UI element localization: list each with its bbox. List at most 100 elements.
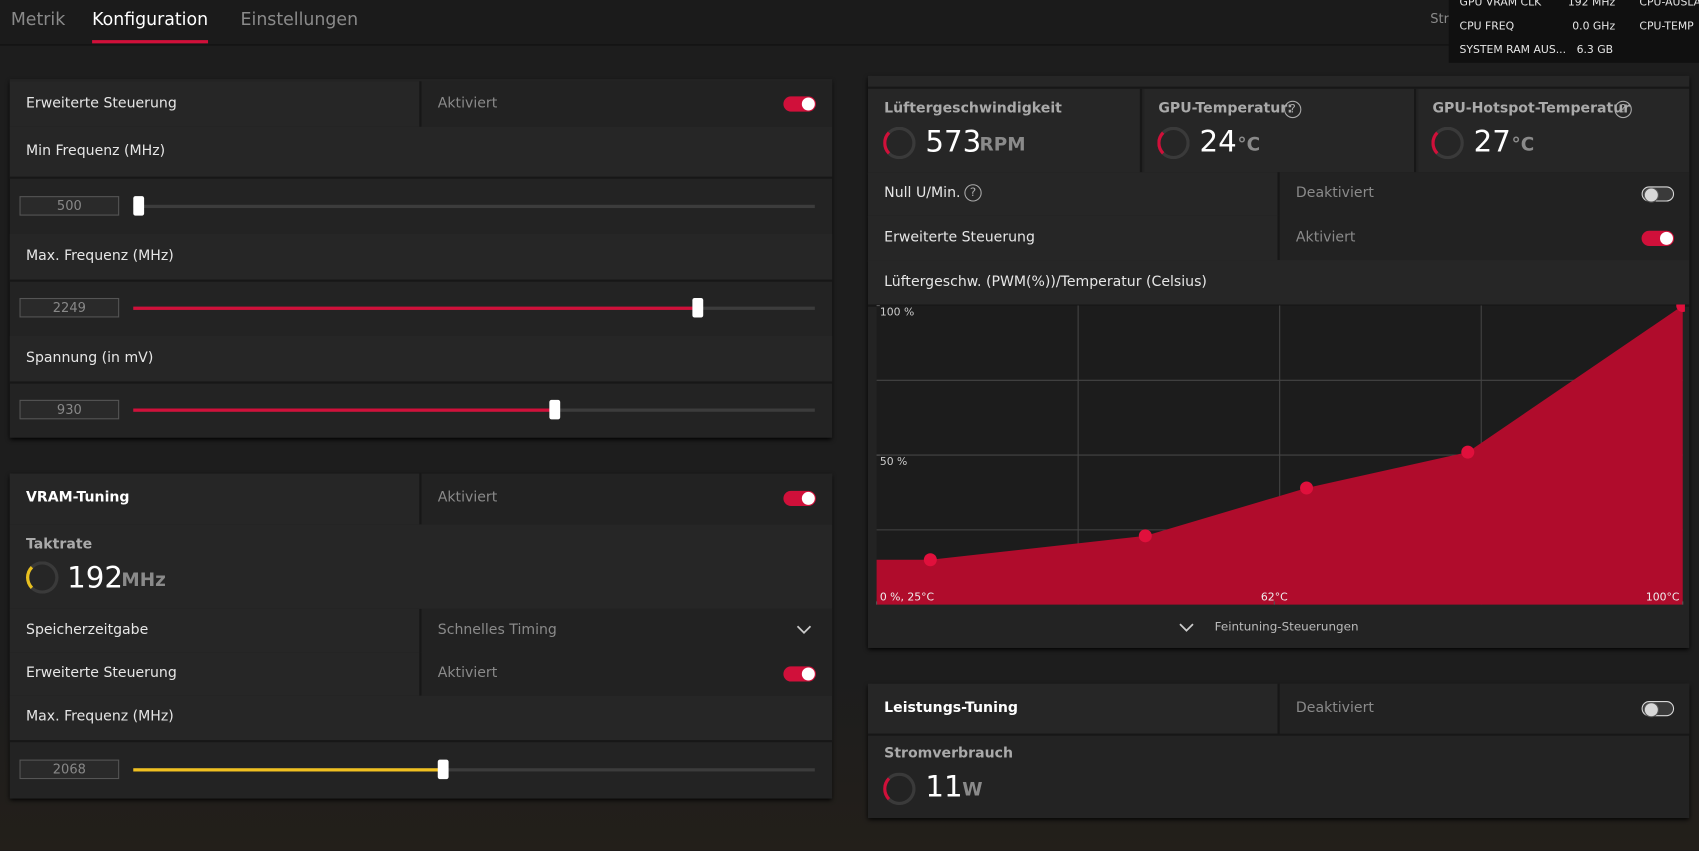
advanced-row: Erweiterte Steuerung Aktiviert <box>9 652 833 698</box>
slider-fill <box>133 768 444 772</box>
curve-point <box>1461 445 1475 459</box>
metric-label: GPU-Hotspot-Temperatur <box>1432 100 1631 118</box>
value-input[interactable]: 2068 <box>19 759 120 780</box>
overlay-value: 0.0 GHz <box>1572 20 1616 33</box>
overlay-label: GPU VRAM CLK <box>1459 0 1542 9</box>
label-row: Max. Frequenz (MHz) <box>9 695 833 743</box>
metric-unit: RPM <box>979 134 1026 157</box>
y-tick-label: 50 % <box>880 455 908 468</box>
gauge <box>1157 126 1190 160</box>
overlay-label: SYSTEM RAM AUS... <box>1459 44 1567 57</box>
toggle[interactable] <box>783 666 816 682</box>
dropdown-value: Schnelles Timing <box>437 621 557 639</box>
overlay-label: CPU-TEMP <box>1639 20 1694 33</box>
row-value-cell: Aktiviert <box>419 473 833 525</box>
tab[interactable]: Metrik <box>10 8 66 30</box>
row-value-cell: Aktiviert <box>1277 215 1690 261</box>
section-title: VRAM-Tuning <box>26 489 130 507</box>
metric-label: Stromverbrauch <box>884 745 1013 762</box>
tab-active[interactable]: Konfiguration <box>92 8 209 30</box>
x-tick-label: 62°C <box>1261 590 1288 603</box>
zero-rpm-row: Null U/Min. ? Deaktiviert <box>867 172 1690 218</box>
tab-underline <box>92 40 209 44</box>
row-label: Min Frequenz (MHz) <box>26 143 166 160</box>
row-value-cell: Aktiviert <box>419 81 833 127</box>
overlay-label: CPU FREQ <box>1459 20 1515 33</box>
metric-value: 192 <box>67 561 124 595</box>
divider <box>1139 88 1145 173</box>
toggle[interactable] <box>1641 186 1675 203</box>
toggle[interactable] <box>783 490 816 507</box>
toggle[interactable] <box>1641 701 1675 718</box>
metric-label: GPU-Temperatur: <box>1158 100 1293 118</box>
curve-point <box>1138 529 1152 543</box>
metric-value: 24 <box>1199 125 1237 160</box>
vram-tuning-panel: VRAM-Tuning Aktiviert Taktrate 192 MHz S… <box>9 473 833 799</box>
slider[interactable] <box>133 759 815 780</box>
slider[interactable] <box>133 399 815 420</box>
row-value-cell: Aktiviert <box>419 652 833 696</box>
label-row: Max. Frequenz (MHz) <box>9 234 833 282</box>
metric-unit: °C <box>1511 134 1535 157</box>
metric-unit: °C <box>1237 134 1261 157</box>
metric-unit: W <box>962 779 983 801</box>
slider[interactable] <box>133 196 815 216</box>
fan-curve-chart[interactable]: 100 % 50 % 0 %, 25°C 62°C 100°C <box>876 304 1685 606</box>
metrics-overlay: GPU VRAM CLK 192 MHz CPU-AUSLA CPU FREQ … <box>1448 0 1699 63</box>
row-value-cell: Deaktiviert <box>1277 683 1690 734</box>
x-tick-label: 100°C <box>1646 590 1680 603</box>
y-tick-label: 100 % <box>880 305 914 318</box>
help-icon[interactable]: ? <box>964 184 982 202</box>
tab[interactable]: Einstellungen <box>240 8 359 30</box>
help-icon[interactable]: ? <box>1284 100 1302 119</box>
slider-thumb[interactable] <box>692 297 704 318</box>
row-state: Aktiviert <box>437 489 498 507</box>
gauge <box>883 126 916 160</box>
slider-thumb[interactable] <box>437 759 449 780</box>
metric-value: 573 <box>925 125 982 160</box>
metric-label: Lüftergeschwindigkeit <box>884 100 1062 118</box>
header-row: VRAM-Tuning Aktiviert <box>9 473 833 527</box>
fine-tuning-toggle[interactable]: Feintuning-Steuerungen <box>1214 619 1359 634</box>
label-row: Min Frequenz (MHz) <box>9 126 833 179</box>
row-state: Aktiviert <box>1295 229 1356 246</box>
row-label: Speicherzeitgabe <box>26 621 149 639</box>
help-icon[interactable]: ? <box>1614 100 1632 119</box>
value-input[interactable]: 500 <box>19 196 120 216</box>
toggle[interactable] <box>783 96 816 112</box>
header-row: Leistungs-Tuning Deaktiviert <box>867 683 1690 736</box>
fan-tuning-panel: Lüftergeschwindigkeit 573 RPM GPU-Temper… <box>867 75 1690 648</box>
value-input[interactable]: 2249 <box>19 297 120 318</box>
curve-point <box>923 553 937 567</box>
metrics-row: Lüftergeschwindigkeit 573 RPM GPU-Temper… <box>867 88 1690 175</box>
value-input[interactable]: 930 <box>19 399 120 420</box>
curve-title: Lüftergeschw. (PWM(%))/Temperatur (Celsi… <box>884 274 1207 291</box>
row-label: Max. Frequenz (MHz) <box>26 248 174 265</box>
row-label: Erweiterte Steuerung <box>26 95 177 112</box>
overlay-value: 6.3 GB <box>1576 44 1614 57</box>
slider-fill <box>133 306 698 310</box>
gauge <box>883 772 916 806</box>
curve-point <box>1676 304 1685 313</box>
gauge <box>1431 126 1464 160</box>
row-label: Spannung (in mV) <box>26 349 154 367</box>
advanced-row: Erweiterte Steuerung Aktiviert <box>9 81 833 129</box>
metric-value: 27 <box>1473 125 1511 160</box>
chevron[interactable] <box>1179 622 1194 633</box>
x-tick-label: 0 %, 25°C <box>880 590 934 603</box>
slider-fill <box>133 408 555 412</box>
row-state: Aktiviert <box>437 95 498 112</box>
slider[interactable] <box>133 297 815 318</box>
top-bar <box>0 0 1699 46</box>
gpu-tuning-panel: Erweiterte Steuerung Aktiviert Min Frequ… <box>9 79 833 438</box>
row-label: Erweiterte Steuerung <box>884 229 1035 246</box>
slider-thumb[interactable] <box>549 399 561 420</box>
dropdown[interactable]: Schnelles Timing <box>419 608 833 653</box>
advanced-row: Erweiterte Steuerung Aktiviert <box>867 215 1690 263</box>
curve-point <box>1300 481 1314 495</box>
toggle[interactable] <box>1641 230 1675 246</box>
metric-label: Taktrate <box>26 536 93 553</box>
slider-thumb[interactable] <box>133 196 145 216</box>
